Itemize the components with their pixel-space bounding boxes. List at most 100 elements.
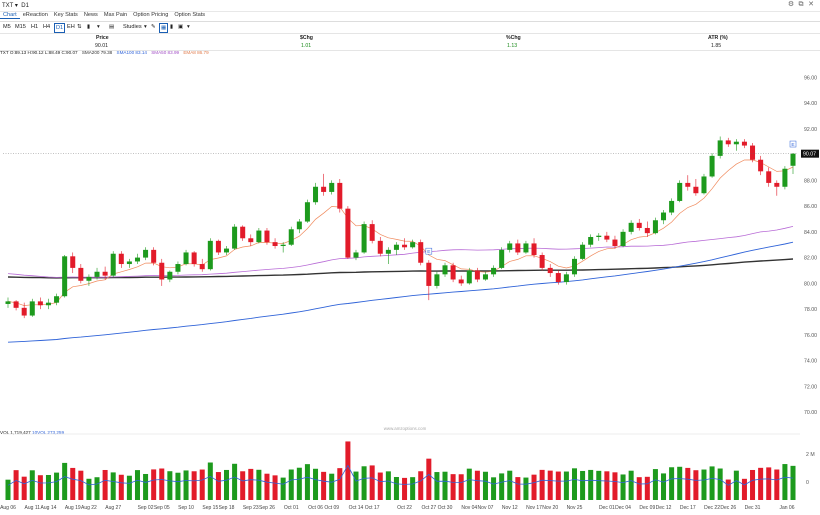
x-tick-label: Nov 17 [526,505,542,511]
x-tick-label: Sep 02 [138,505,154,511]
volume-bar [304,464,310,500]
volume-bar [620,474,626,500]
tab-bar: Chart eReaction Key Stats News Max Pain Optio… [0,11,820,22]
candle-body [539,255,545,268]
grid-icon[interactable]: ▦ [159,23,169,33]
candle-body [458,279,464,284]
volume-bar [442,471,448,500]
candle-body [741,141,747,146]
x-tick-label: Nov 04 [461,505,477,511]
candle-icon[interactable]: ▮ [87,24,91,30]
candle-body [685,182,691,187]
candle-body [62,256,68,297]
candle-body [37,301,43,306]
studies-button[interactable]: Studies [123,24,142,30]
tab-news[interactable]: News [83,12,98,18]
timeframe-m5[interactable]: M5 [3,24,11,30]
candle-body [21,307,27,316]
volume-bar [345,441,351,500]
x-tick-label: Oct 17 [365,505,380,511]
sma100-line [7,241,794,343]
tab-ereaction[interactable]: eReaction [22,12,48,18]
volume-bar [78,470,84,500]
sma50-line [7,226,794,278]
candle-body [669,200,675,213]
y-tick-label: 94.00 [804,101,817,107]
volume-avg-readout: 10VOL 273,259 [32,430,65,435]
candle-body [612,239,618,247]
candle-body [232,226,238,249]
y-tick-label: 88.00 [804,178,817,184]
volume-bar [717,468,723,500]
timeframe-h4[interactable]: H4 [43,24,51,30]
volume-bar [661,473,667,500]
candle-body [191,252,197,265]
volume-bar [167,471,173,500]
volume-bar [29,470,35,500]
candle-body [774,182,780,187]
candle-body [507,243,513,250]
x-tick-label: Nov 20 [542,505,558,511]
tab-option-pricing[interactable]: Option Pricing [133,12,169,18]
candle-body [491,267,497,275]
candle-body [94,271,100,277]
candle-body [547,267,553,274]
chevron-down-icon[interactable]: ▾ [97,24,100,30]
volume-bar [45,474,51,500]
candle-body [750,145,756,160]
candle-body [652,220,658,234]
x-tick-label: Dec 04 [615,505,631,511]
sma200-readout: SMA200 79.38 [81,50,113,55]
y-tick-label: 76.00 [804,333,817,339]
timeframe-d1[interactable]: D1 [54,23,66,33]
more-icon[interactable]: ▾ [187,24,190,30]
studies-icon[interactable]: ▤ [109,24,115,30]
candle-body [361,224,367,253]
watermark-text: www.amzoptions.com [384,426,427,431]
y-tick-label: 78.00 [804,307,817,313]
volume-bar [369,465,375,500]
studies-dropdown-icon[interactable]: ▾ [144,24,147,30]
close-icon[interactable]: ✕ [808,1,814,8]
tab-key-stats[interactable]: Key Stats [53,12,78,18]
candle-body [693,186,699,194]
volume-bar [725,479,731,500]
volume-bar [159,468,165,500]
volume-bar [709,466,715,500]
atr-label: ATR (%) [708,35,728,41]
tab-max-pain[interactable]: Max Pain [103,12,128,18]
tab-option-stats[interactable]: Option Stats [174,12,206,18]
x-tick-label: Oct 27 [421,505,436,511]
candle-body [701,176,707,194]
x-tick-label: Dec 12 [656,505,672,511]
candle-body [143,249,149,258]
x-tick-label: Dec 09 [639,505,655,511]
y-tick-label: 80.00 [804,281,817,287]
settings-icon[interactable]: ⚙ [787,1,795,8]
volume-bar [296,467,302,500]
bookmark-icon[interactable]: ▮ [170,24,174,30]
tab-chart[interactable]: Chart [0,11,20,19]
candle-body [264,230,270,243]
volume-bar [758,467,764,500]
draw-icon[interactable]: ✎ [151,24,156,30]
timeframe-m15[interactable]: M15 [15,24,26,30]
image-icon[interactable]: ▣ [178,24,184,30]
popout-icon[interactable]: ⧉ [798,1,804,8]
stats-bar: Price 90.01 $Chg 1.01 %Chg 1.13 ATR (%) … [0,33,820,51]
sort-icon[interactable]: ⇅ [77,24,82,30]
volume-bar [741,478,747,500]
candle-body [571,258,578,275]
volume-bar [54,472,60,500]
volume-bar [596,470,602,500]
volume-bar [539,469,545,500]
candle-body [434,274,440,286]
timeframe-h1[interactable]: H1 [31,24,39,30]
candle-body [199,264,205,270]
volume-bar [240,471,246,500]
candle-body [54,296,60,303]
timeframe-eh[interactable]: EH [67,24,75,30]
volume-bar [207,462,213,500]
volume-tick-label: 2 M [806,452,815,458]
